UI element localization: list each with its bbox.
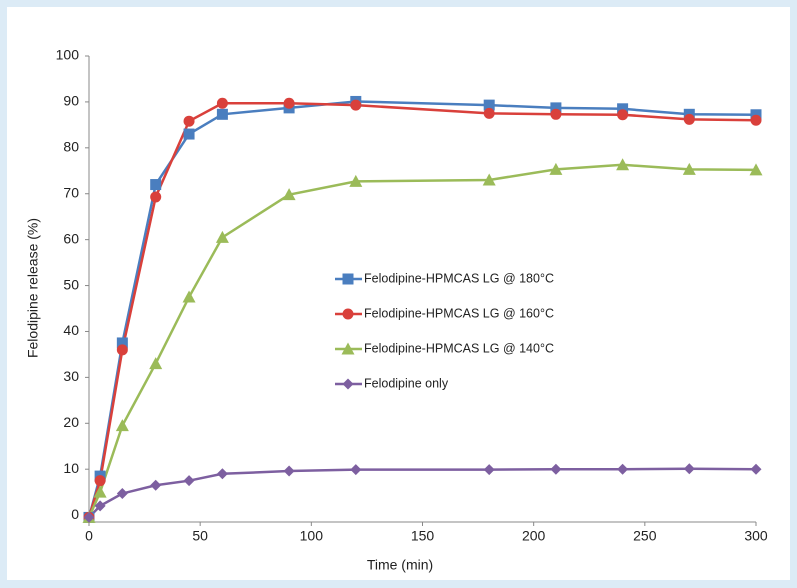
marker [116,337,128,349]
marker [617,103,629,115]
marker [683,113,695,125]
x-tick-label: 50 [192,528,208,544]
y-tick-label: 40 [63,322,79,338]
marker [750,109,762,121]
marker [750,114,762,126]
legend-label: Felodipine-HPMCAS LG @ 140°C [364,341,554,355]
x-tick-label: 250 [633,528,657,544]
marker [483,99,495,111]
marker [150,479,162,491]
marker [549,162,563,175]
marker [182,290,196,303]
x-tick-label: 300 [744,528,768,544]
marker [550,102,562,114]
marker [93,485,107,498]
marker [216,97,228,109]
x-tick-label: 200 [522,528,546,544]
marker [550,463,562,475]
marker [215,230,229,243]
marker [617,109,629,121]
y-tick-label: 90 [63,93,79,109]
x-tick-label: 150 [411,528,435,544]
marker [183,115,195,127]
marker [83,511,95,523]
y-tick-label: 50 [63,276,79,292]
marker [683,463,695,475]
legend-marker [342,273,354,285]
marker [349,174,363,187]
marker [216,468,228,480]
marker [483,464,495,476]
legend-label: Felodipine only [364,376,449,390]
marker [616,158,630,171]
marker [283,97,295,109]
legend-marker [342,308,354,320]
x-tick-label: 0 [85,528,93,544]
marker [617,463,629,475]
legend-marker [341,342,355,355]
marker [483,107,495,119]
legend-label: Felodipine-HPMCAS LG @ 180°C [364,271,554,285]
y-tick-label: 0 [71,506,79,522]
marker [149,357,163,370]
legend-marker [342,378,354,390]
y-tick-label: 70 [63,184,79,200]
y-tick-label: 30 [63,368,79,384]
marker [115,419,129,432]
y-tick-label: 20 [63,414,79,430]
legend-label: Felodipine-HPMCAS LG @ 160°C [364,306,554,320]
marker [550,108,562,120]
marker [482,173,496,186]
marker [116,344,128,356]
marker [94,475,106,487]
marker [283,465,295,477]
marker [150,191,162,203]
y-tick-label: 80 [63,139,79,155]
marker [150,179,162,191]
marker [183,128,195,140]
y-tick-label: 10 [63,460,79,476]
marker [750,463,762,475]
marker [749,163,763,176]
marker [94,500,106,512]
y-axis-label: Felodipine release (%) [25,218,41,358]
marker [116,488,128,500]
marker [682,162,696,175]
marker [282,188,296,201]
marker [183,475,195,487]
x-tick-label: 100 [300,528,324,544]
marker [350,464,362,476]
marker [216,108,228,120]
y-tick-label: 100 [56,47,80,63]
y-tick-label: 60 [63,230,79,246]
x-axis-label: Time (min) [367,557,433,573]
marker [350,99,362,111]
